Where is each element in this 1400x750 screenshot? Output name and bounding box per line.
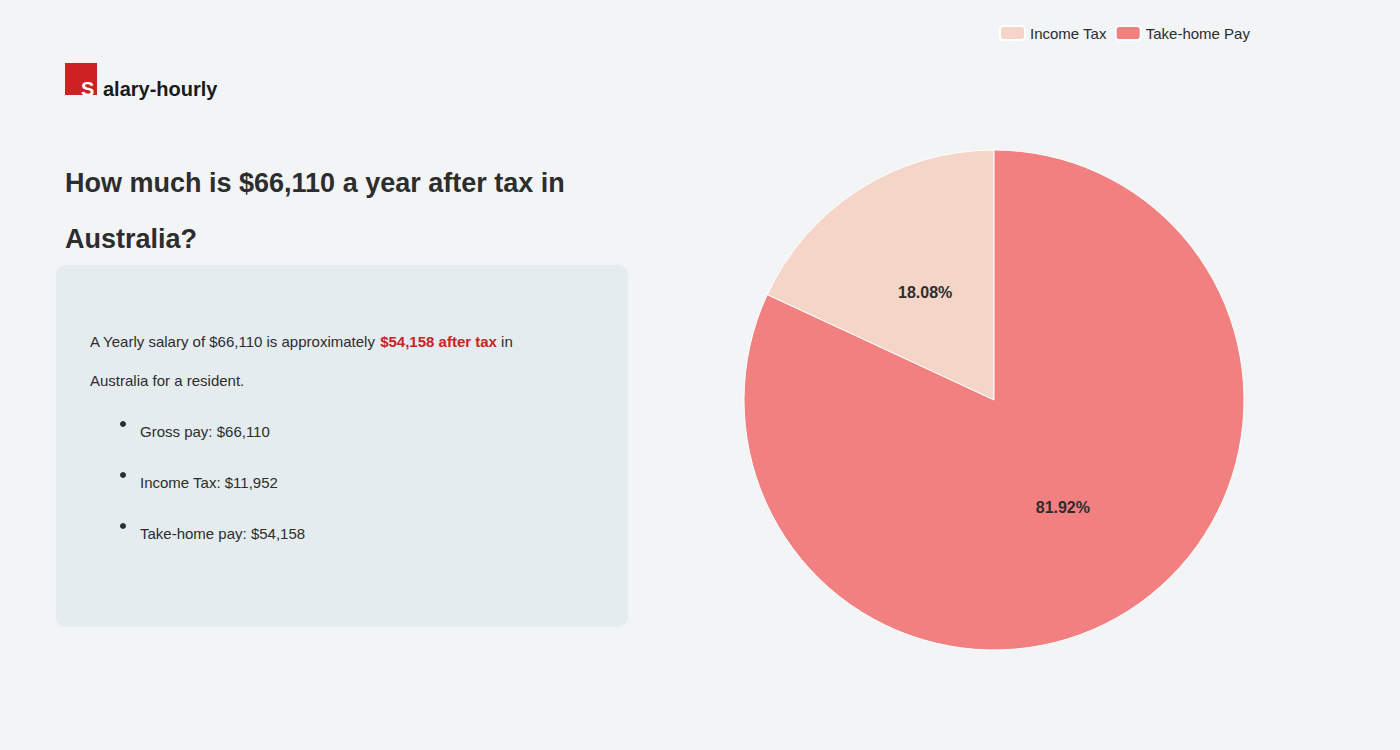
svg-text:alary-hourly: alary-hourly xyxy=(103,78,218,100)
svg-text:Australia?: Australia? xyxy=(65,224,197,254)
svg-text:Gross pay: $66,110: Gross pay: $66,110 xyxy=(140,423,270,440)
svg-text:Take-home pay: $54,158: Take-home pay: $54,158 xyxy=(140,525,305,542)
svg-text:How much is $66,110 a year aft: How much is $66,110 a year after tax in xyxy=(65,168,565,198)
svg-text:Take-home Pay: Take-home Pay xyxy=(1146,25,1251,42)
svg-text:Australia for a resident.: Australia for a resident. xyxy=(90,372,244,389)
svg-text:81.92%: 81.92% xyxy=(1036,499,1090,516)
svg-text:A Yearly salary of $66,110 is: A Yearly salary of $66,110 is approximat… xyxy=(90,333,379,350)
svg-text:Income Tax: Income Tax xyxy=(1030,25,1107,42)
svg-text:Income Tax: $11,952: Income Tax: $11,952 xyxy=(140,474,278,491)
svg-text:$54,158 after tax: $54,158 after tax xyxy=(380,333,497,350)
svg-text:in: in xyxy=(497,333,513,350)
svg-text:18.08%: 18.08% xyxy=(898,284,952,301)
svg-text:S: S xyxy=(81,78,94,100)
